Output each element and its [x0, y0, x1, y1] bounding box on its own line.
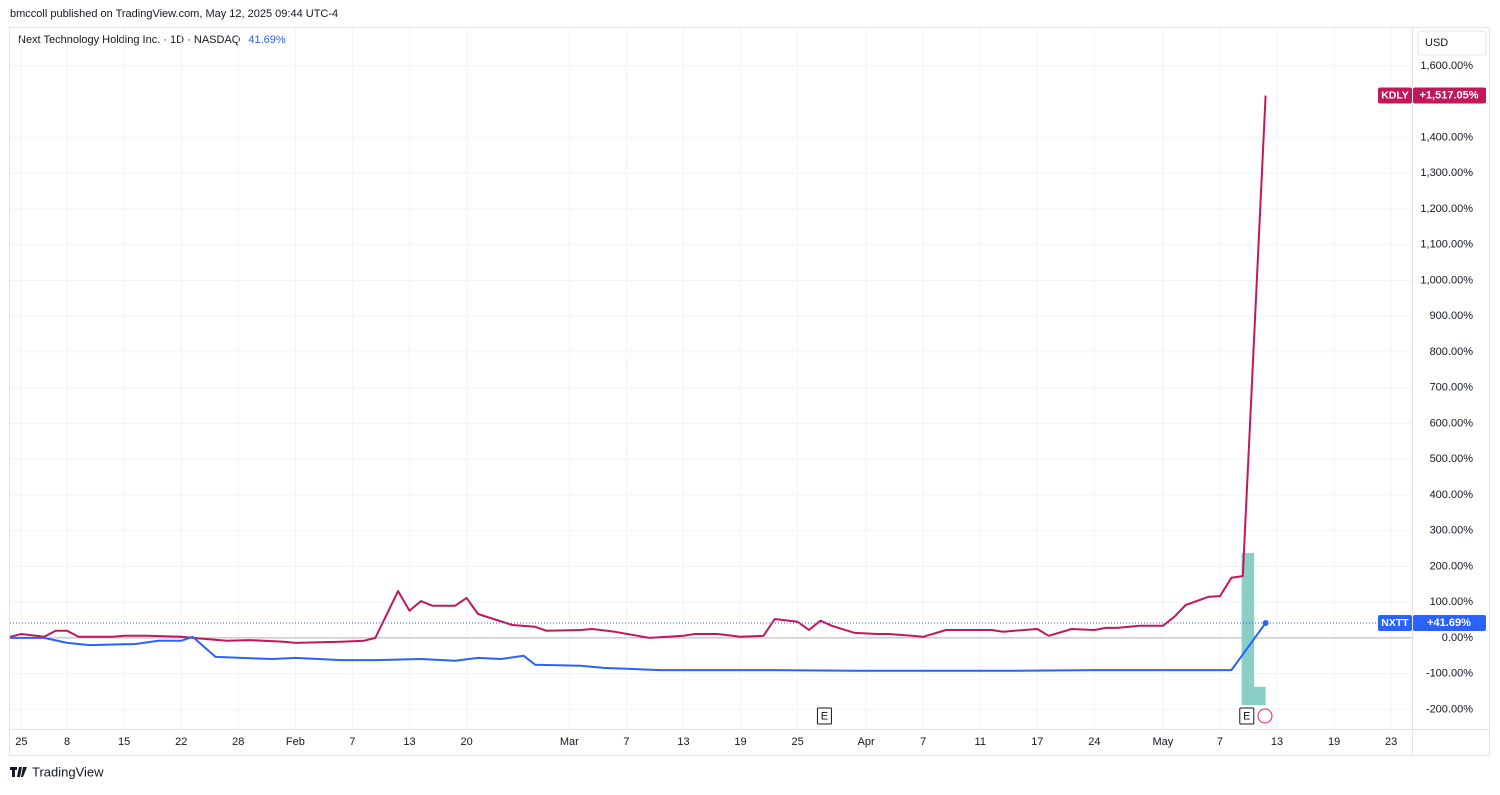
series-line [9, 95, 1267, 644]
x-tick-label: 23 [1385, 736, 1397, 748]
y-tick-label: 1,600.00% [1420, 60, 1473, 72]
x-tick-label: 8 [64, 736, 70, 748]
x-tick-label: 7 [1217, 736, 1223, 748]
x-tick-label: 11 [975, 736, 986, 748]
event-label: E [1243, 710, 1250, 722]
currency-box[interactable] [1417, 30, 1487, 56]
x-tick-label: 7 [920, 736, 926, 748]
frame [9, 27, 1490, 756]
x-tick-label: May [1152, 736, 1173, 748]
x-tick-label: 28 [232, 736, 244, 748]
grid [10, 28, 1412, 729]
y-tick-label: 200.00% [1430, 560, 1474, 572]
symbol-name: KDLY [1381, 89, 1409, 101]
symbol-name: NXTT [1381, 617, 1409, 629]
x-tick-label: 19 [1328, 736, 1340, 748]
volume-bar [1253, 686, 1266, 705]
event-label: E [821, 710, 828, 722]
x-tick-label: 13 [403, 736, 415, 748]
y-tick-label: 300.00% [1430, 525, 1474, 537]
y-tick-label: 100.00% [1430, 596, 1474, 608]
symbol-tag [1378, 87, 1412, 104]
x-tick-label: 25 [15, 736, 27, 748]
volume-bar [1241, 553, 1255, 705]
y-tick-label: 800.00% [1430, 346, 1474, 358]
x-tick-label: 19 [734, 736, 746, 748]
series-line [10, 622, 1267, 672]
x-tick-label: 25 [791, 736, 803, 748]
y-tick-label: 1,300.00% [1420, 167, 1473, 179]
y-tick-label: 400.00% [1430, 489, 1474, 501]
symbol-tag [1378, 615, 1412, 632]
header: bmccoll published on TradingView.com, Ma… [10, 8, 338, 20]
y-tick-label: 1,400.00% [1420, 131, 1473, 143]
value-tag [1413, 87, 1486, 104]
value-label: +41.69% [1427, 617, 1471, 629]
value-label: +1,517.05% [1419, 89, 1478, 101]
last-point [1262, 620, 1269, 627]
x-tick-label: 7 [349, 736, 355, 748]
x-tick-label: Feb [286, 736, 305, 748]
y-tick-label: 500.00% [1430, 453, 1474, 465]
x-tick-label: 17 [1031, 736, 1043, 748]
y-tick-label: 700.00% [1430, 382, 1474, 394]
event-marker [1239, 707, 1255, 725]
footer: TradingView [32, 764, 104, 779]
x-tick-label: Mar [560, 736, 579, 748]
x-tick-label: Apr [858, 736, 875, 748]
x-tick-label: 20 [460, 736, 472, 748]
y-tick-label: 0.00% [1442, 632, 1473, 644]
logo [10, 767, 27, 777]
x-tick-label: 13 [1271, 736, 1283, 748]
split-icon [1257, 708, 1273, 724]
y-tick-label: 600.00% [1430, 417, 1474, 429]
y-tick-label: 1,000.00% [1420, 274, 1473, 286]
y-tick-label: -200.00% [1426, 703, 1473, 715]
value-tag [1413, 615, 1486, 632]
chart-title: Next Technology Holding Inc. · 1D · NASD… [18, 34, 241, 46]
y-tick-label: 900.00% [1430, 310, 1474, 322]
event-marker [816, 707, 832, 725]
x-tick-label: 15 [118, 736, 130, 748]
x-tick-label: 24 [1088, 736, 1100, 748]
legend-value: 41.69% [248, 34, 286, 46]
y-tick-label: 1,200.00% [1420, 203, 1473, 215]
x-tick-label: 13 [677, 736, 689, 748]
x-tick-label: 7 [623, 736, 629, 748]
y-tick-label: 1,100.00% [1420, 239, 1473, 251]
x-tick-label: 22 [175, 736, 187, 748]
currency[interactable]: USD [1425, 37, 1448, 49]
y-tick-label: -100.00% [1426, 668, 1473, 680]
